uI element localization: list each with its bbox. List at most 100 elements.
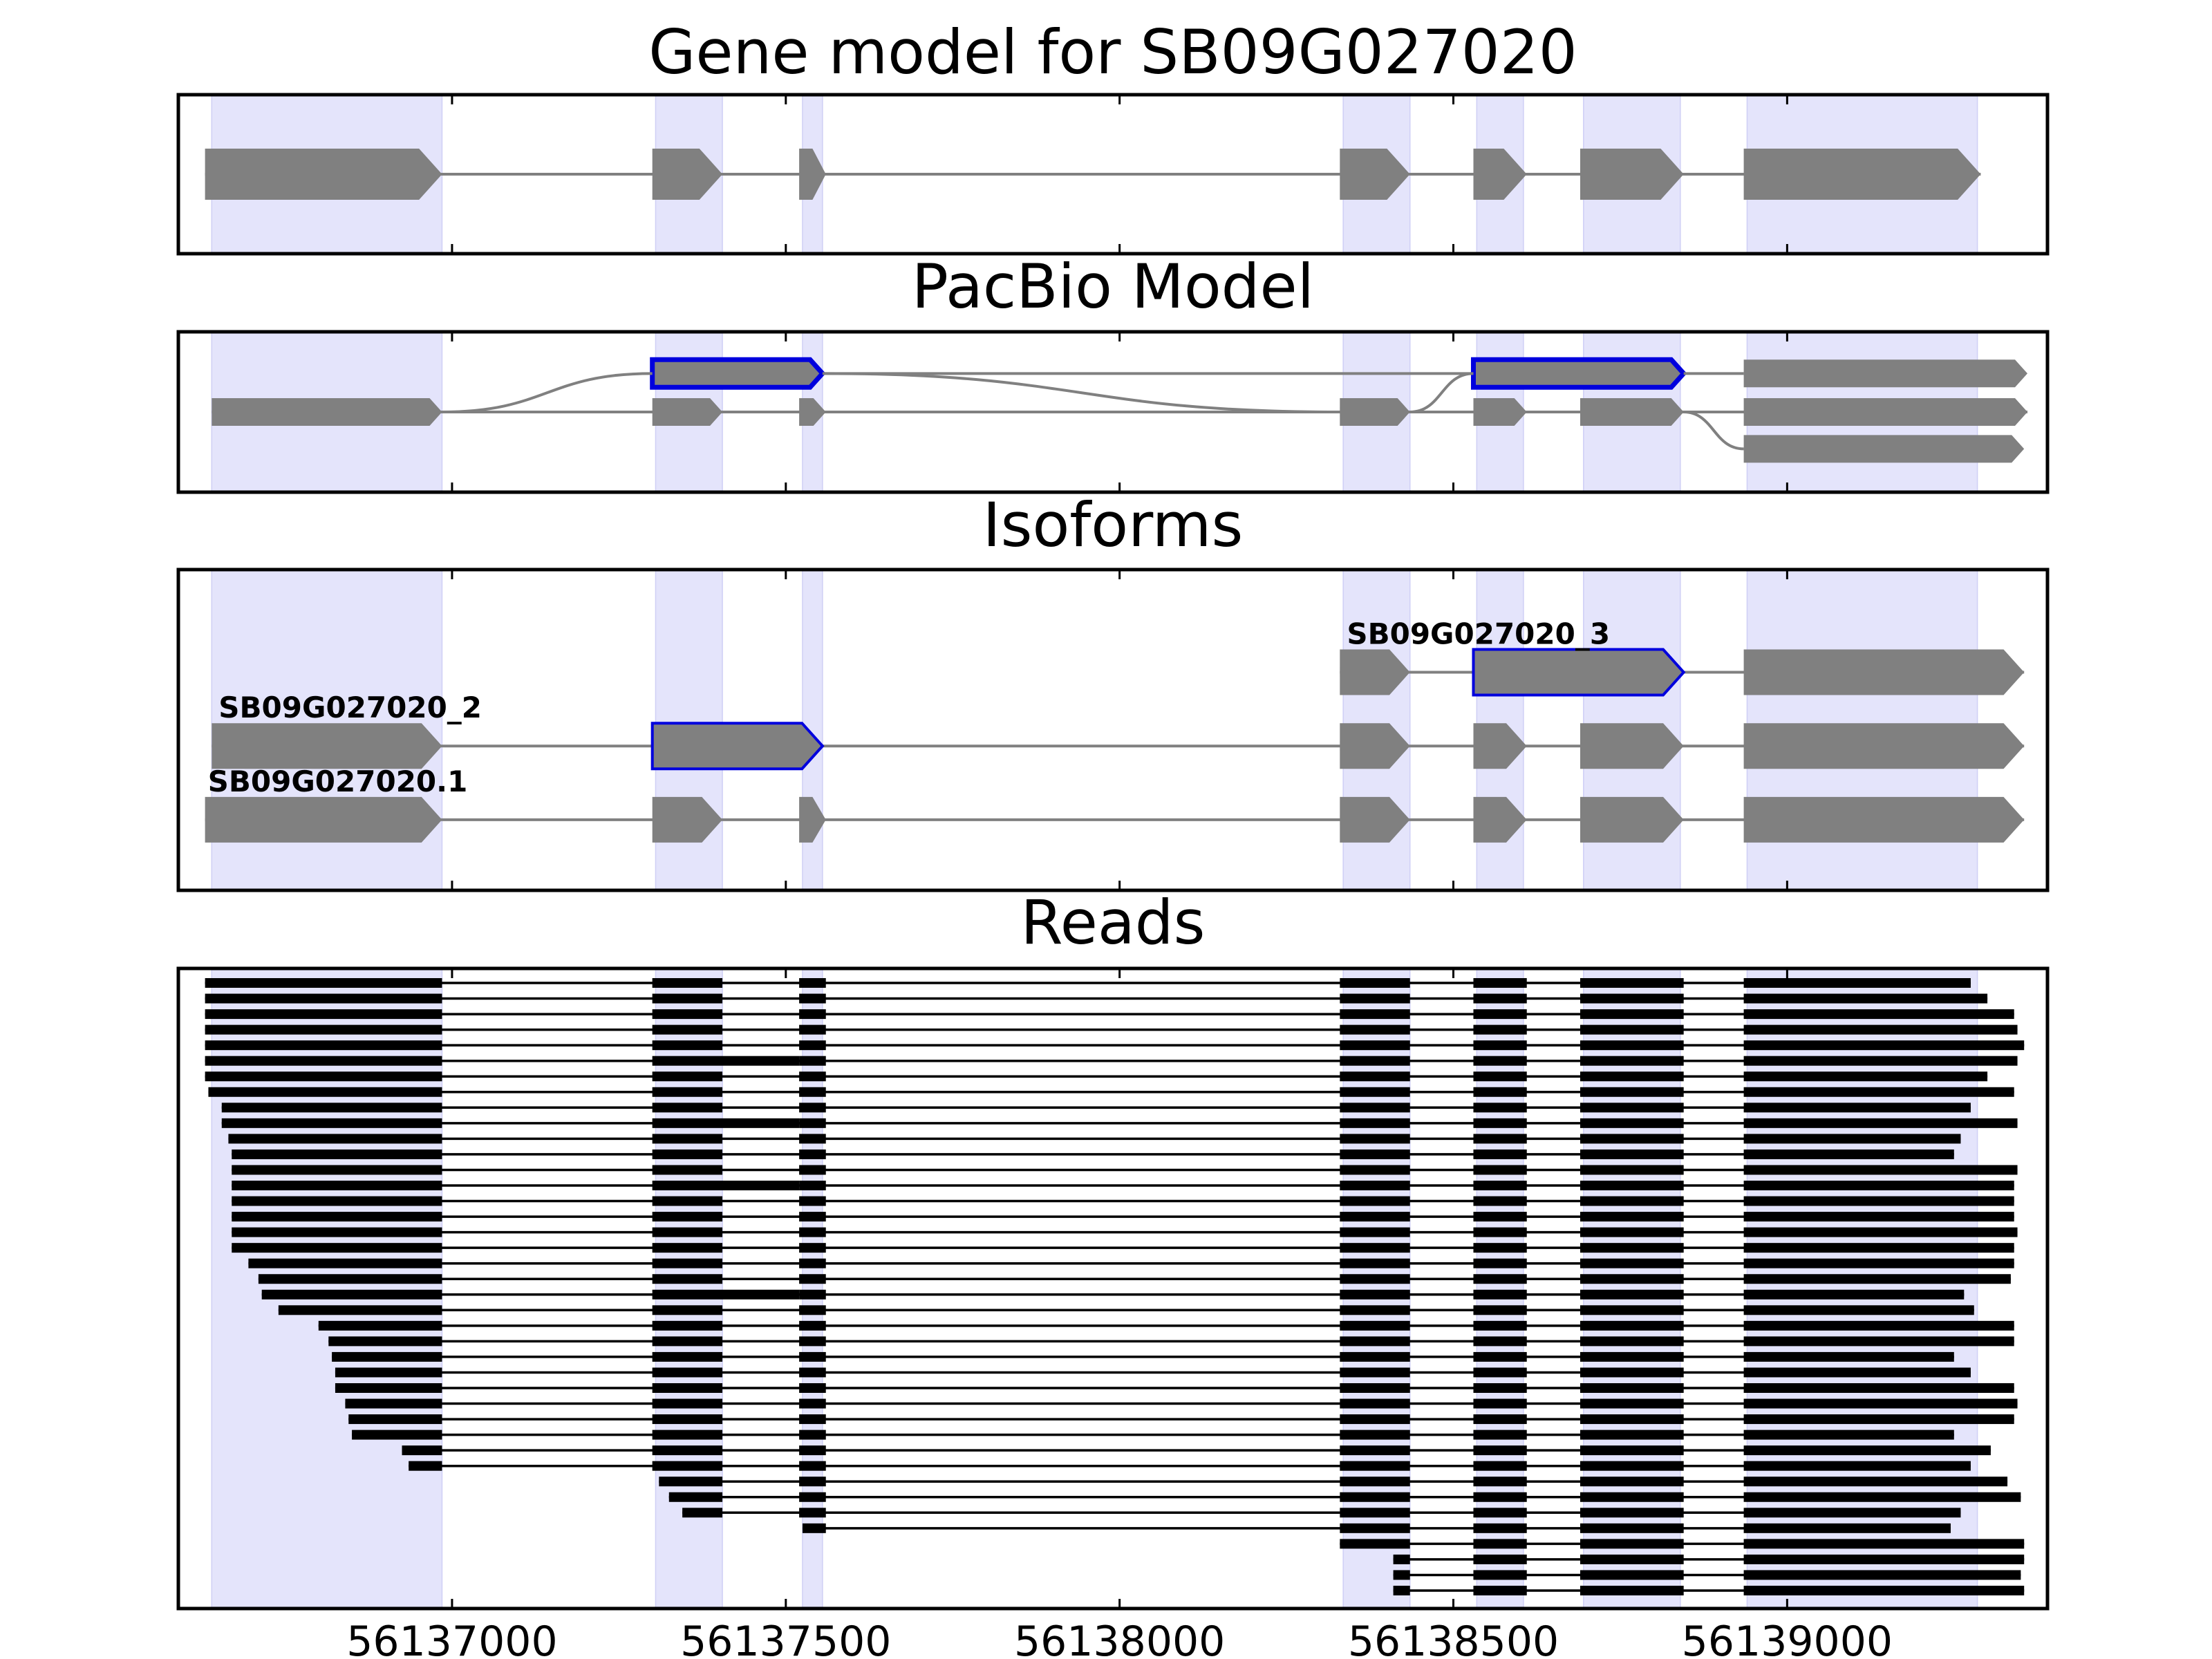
read-block bbox=[652, 1165, 723, 1175]
read-block bbox=[799, 1040, 826, 1051]
read-block bbox=[1743, 1165, 2018, 1175]
read-block bbox=[1743, 1056, 2018, 1066]
read-block bbox=[1473, 1134, 1527, 1144]
read-block bbox=[1580, 1445, 1684, 1456]
read-block bbox=[1473, 1508, 1527, 1518]
exon bbox=[1580, 149, 1684, 200]
read-block bbox=[1743, 1134, 1961, 1144]
read-block bbox=[652, 1149, 723, 1159]
read-block bbox=[1580, 1336, 1684, 1347]
read-block bbox=[1743, 978, 1971, 988]
panel-frame bbox=[176, 330, 2050, 494]
read-block bbox=[1580, 1181, 1684, 1190]
read-block bbox=[799, 1274, 826, 1284]
exon bbox=[1340, 649, 1410, 695]
read-block bbox=[1580, 978, 1684, 988]
read-block bbox=[1743, 1243, 2014, 1253]
isoform-label: SB09G027020.1 bbox=[208, 765, 468, 798]
read-block bbox=[318, 1320, 442, 1331]
read-block bbox=[1473, 978, 1527, 988]
read-block bbox=[799, 1056, 826, 1066]
panel-title-gene-model: Gene model for SB09G027020 bbox=[648, 17, 1577, 88]
read-block bbox=[652, 1118, 800, 1128]
exon bbox=[212, 398, 442, 426]
read-block bbox=[799, 1305, 826, 1315]
read-block bbox=[799, 1165, 826, 1175]
read-block bbox=[1580, 1414, 1684, 1425]
gene-model-plot bbox=[176, 93, 2050, 256]
read-block bbox=[1580, 1430, 1684, 1440]
read-block bbox=[1473, 1103, 1527, 1113]
read-block bbox=[652, 1056, 800, 1066]
read-block bbox=[799, 1181, 826, 1190]
read-block bbox=[799, 1414, 826, 1425]
read-block bbox=[1580, 1009, 1684, 1020]
read-block bbox=[659, 1477, 723, 1487]
read-block bbox=[1340, 1539, 1410, 1549]
read-block bbox=[1340, 1414, 1410, 1425]
read-block bbox=[1743, 1430, 1954, 1440]
read-block bbox=[1473, 1118, 1527, 1128]
exon bbox=[1340, 398, 1410, 426]
isoform-label: SB09G027020_3 bbox=[1347, 617, 1610, 650]
panel-frame bbox=[176, 966, 2050, 1611]
read-block bbox=[1473, 1212, 1527, 1222]
read-block bbox=[799, 1367, 826, 1378]
read-block bbox=[799, 1477, 826, 1487]
read-block bbox=[799, 1212, 826, 1222]
read-block bbox=[332, 1351, 442, 1362]
read-block bbox=[652, 1289, 800, 1300]
read-block bbox=[1580, 1554, 1684, 1564]
read-block bbox=[1580, 1149, 1684, 1159]
read-block bbox=[205, 1024, 442, 1035]
read-block bbox=[228, 1134, 442, 1144]
read-block bbox=[1340, 1336, 1410, 1347]
read-block bbox=[652, 1071, 723, 1082]
isoforms-plot: SB09G027020_3 SB09G027020_2 SB09G027020.1 bbox=[176, 568, 2050, 892]
read-block bbox=[1743, 1024, 2018, 1035]
read-block bbox=[799, 1383, 826, 1393]
read-block bbox=[652, 1383, 723, 1393]
read-block bbox=[799, 1258, 826, 1268]
read-block bbox=[668, 1492, 723, 1502]
read-block bbox=[1340, 1181, 1410, 1190]
read-block bbox=[682, 1508, 723, 1518]
exon bbox=[1580, 723, 1684, 769]
read-block bbox=[328, 1336, 442, 1347]
read-block bbox=[1743, 1461, 1971, 1471]
exon bbox=[205, 796, 442, 843]
read-block bbox=[799, 1196, 826, 1206]
read-block bbox=[1580, 1523, 1684, 1533]
panel-isoforms: Isoforms SB09G027020_3SB09G027020_2SB09G… bbox=[176, 489, 2050, 892]
read-block bbox=[1580, 1289, 1684, 1300]
read-block bbox=[1580, 993, 1684, 1004]
read-block bbox=[1473, 1087, 1527, 1097]
read-block bbox=[1473, 1492, 1527, 1502]
read-block bbox=[1340, 1134, 1410, 1144]
read-block bbox=[1473, 1056, 1527, 1066]
read-block bbox=[1340, 1477, 1410, 1487]
read-block bbox=[652, 1398, 723, 1409]
read-block bbox=[799, 1227, 826, 1237]
exon-highlighted bbox=[1472, 648, 1686, 697]
read-block bbox=[799, 1009, 826, 1020]
read-block bbox=[799, 1398, 826, 1409]
read-block bbox=[1340, 1367, 1410, 1378]
read-block bbox=[799, 1071, 826, 1082]
read-block bbox=[205, 978, 442, 988]
read-block bbox=[1340, 1398, 1410, 1409]
read-block bbox=[1580, 1477, 1684, 1487]
read-block bbox=[205, 993, 442, 1004]
read-block bbox=[799, 1103, 826, 1113]
read-block bbox=[205, 1040, 442, 1051]
read-block bbox=[799, 1024, 826, 1035]
read-block bbox=[1340, 1258, 1410, 1268]
read-block bbox=[352, 1430, 442, 1440]
x-tick-label: 56137500 bbox=[680, 1618, 891, 1659]
reads-plot bbox=[176, 966, 2050, 1611]
read-block bbox=[1580, 1071, 1684, 1082]
exon bbox=[1743, 359, 2027, 388]
read-block bbox=[1340, 1445, 1410, 1456]
read-block bbox=[1580, 1134, 1684, 1144]
read-block bbox=[1580, 1367, 1684, 1378]
